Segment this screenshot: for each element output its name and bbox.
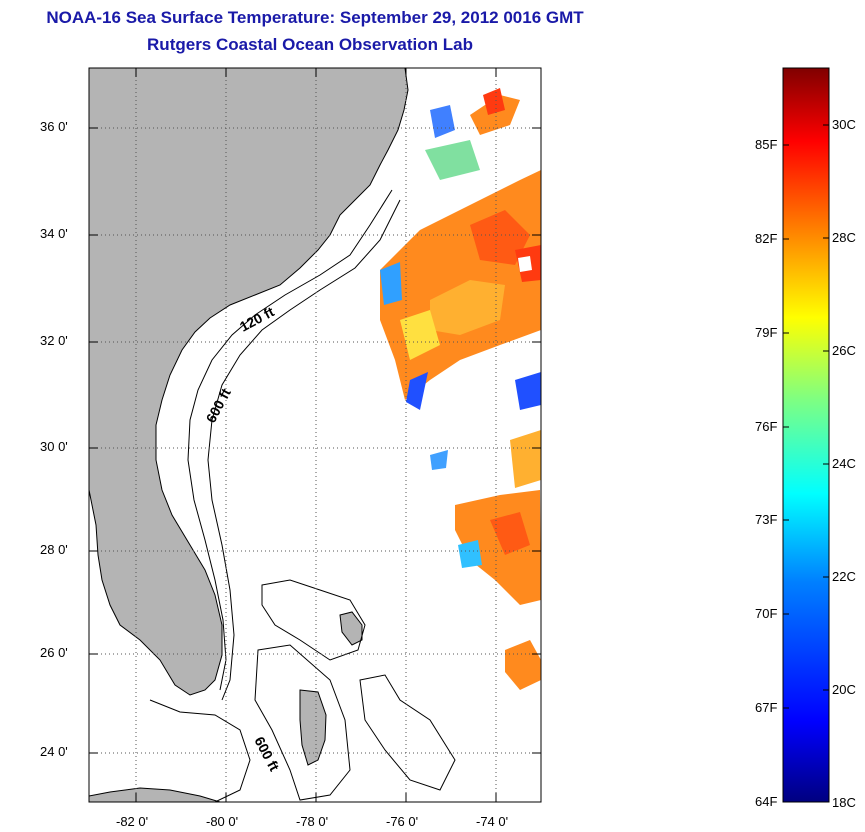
map-subtitle: Rutgers Coastal Ocean Observation Lab	[147, 35, 473, 54]
colorbar-label-f: 85F	[755, 137, 778, 152]
colorbar-label-c: 20C	[832, 682, 856, 697]
land-bahamas-abaco	[339, 611, 363, 646]
colorbar-label-c: 28C	[832, 230, 856, 245]
contour-600ft-line	[207, 199, 401, 701]
lat-label: 26 0'	[40, 645, 68, 660]
map-ticks	[89, 68, 541, 802]
colorbar-label-c: 26C	[832, 343, 856, 358]
lon-label: -74 0'	[476, 814, 509, 829]
colorbar-label-f: 70F	[755, 606, 778, 621]
lat-label: 34 0'	[40, 226, 68, 241]
land-bahamas-andros	[299, 689, 327, 766]
land-us-southeast	[89, 68, 409, 696]
colorbar-label-c: 24C	[832, 456, 856, 471]
lon-label: -78 0'	[296, 814, 329, 829]
map-frame	[88, 67, 542, 803]
colorbar	[782, 67, 830, 803]
lat-label: 24 0'	[40, 744, 68, 759]
contour-120ft-line	[187, 189, 393, 691]
lat-label: 30 0'	[40, 439, 68, 454]
lon-label: -76 0'	[386, 814, 419, 829]
colorbar-label-f: 64F	[755, 794, 778, 809]
colorbar-label-f: 79F	[755, 325, 778, 340]
bahamas-east-outline	[359, 674, 456, 791]
lat-label: 28 0'	[40, 542, 68, 557]
sst-swath	[380, 88, 541, 690]
colorbar-label-c: 22C	[832, 569, 856, 584]
bahamas-bank-outline	[261, 579, 366, 661]
lon-label: -80 0'	[206, 814, 239, 829]
lon-label: -82 0'	[116, 814, 149, 829]
contour-florida-strait	[149, 699, 251, 802]
colorbar-label-f: 76F	[755, 419, 778, 434]
colorbar-label-f: 82F	[755, 231, 778, 246]
bahamas-great-bank-outline	[254, 644, 351, 801]
colorbar-label-c: 18C	[832, 795, 856, 810]
colorbar-ticks	[783, 124, 829, 709]
lat-label: 32 0'	[40, 333, 68, 348]
colorbar-label-c: 30C	[832, 117, 856, 132]
map-title: NOAA-16 Sea Surface Temperature: Septemb…	[46, 8, 584, 27]
lat-label: 36 0'	[40, 119, 68, 134]
map-gridlines	[89, 68, 541, 802]
colorbar-label-f: 67F	[755, 700, 778, 715]
colorbar-label-f: 73F	[755, 512, 778, 527]
